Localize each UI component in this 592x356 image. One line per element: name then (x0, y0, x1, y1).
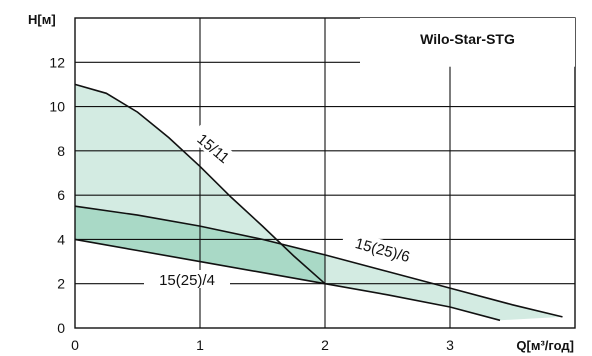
x-tick-label: 1 (196, 337, 204, 353)
y-tick-label: 8 (57, 143, 65, 159)
title-box (360, 18, 575, 67)
curve-15-11 (74, 83, 326, 285)
y-tick-label: 10 (49, 99, 65, 115)
x-axis-label: Q[м³/год] (516, 338, 574, 353)
x-tick-label: 0 (71, 337, 79, 353)
curve-15-25-4 (74, 238, 501, 322)
chart-title: Wilo-Star-STG (420, 31, 515, 47)
y-tick-label: 2 (57, 276, 65, 292)
curve-15-25-6 (74, 205, 563, 318)
curve-label-15-25-6-bg (340, 229, 425, 269)
curve-label-15-25-4: 15(25)/4 (159, 272, 215, 289)
curve-label-15-11-bg (188, 124, 239, 171)
curve-label-15-25-4-bg (144, 270, 230, 288)
y-tick-label: 6 (57, 187, 65, 203)
x-tick-label: 2 (321, 337, 329, 353)
y-tick-label: 4 (57, 231, 65, 247)
y-tick-label: 12 (49, 54, 65, 70)
pump-curves (74, 83, 563, 322)
curve-label-15-25-4-group: 15(25)/4 (144, 270, 230, 289)
x-tick-label: 3 (446, 337, 454, 353)
y-axis-label: H[м] (28, 12, 56, 27)
y-tick-label: 0 (57, 320, 65, 336)
plot-frame (74, 17, 576, 329)
